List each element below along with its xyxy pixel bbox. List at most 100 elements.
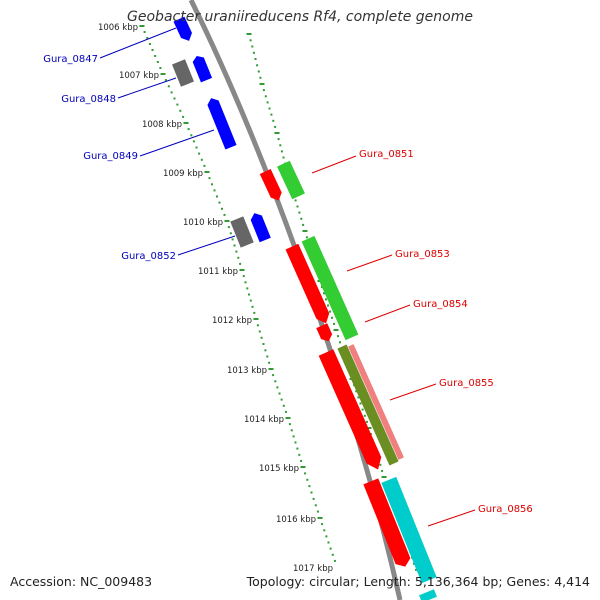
scale-tick (264, 349, 267, 352)
scale-tick (272, 374, 275, 377)
scale-tick (274, 132, 280, 134)
scale-label: 1008 kbp (142, 120, 182, 130)
scale-tick (327, 541, 330, 544)
label-gura-0854[interactable]: Gura_0854 (413, 299, 468, 310)
gene-gura-0854-small[interactable] (316, 323, 334, 343)
scale-tick (296, 205, 299, 208)
gene-gura-0850[interactable] (259, 168, 284, 203)
label-gura-0855[interactable]: Gura_0855 (439, 378, 494, 389)
scale-tick (183, 122, 189, 124)
scale-tick (213, 189, 216, 192)
genome-backbone (188, 0, 403, 600)
scale-tick (259, 76, 262, 79)
scale-tick (333, 559, 336, 562)
label-gura-0851[interactable]: Gura_0851 (359, 149, 414, 160)
scale-tick (302, 230, 308, 232)
scale-tick (333, 322, 335, 325)
scale-tick (253, 318, 259, 320)
scale-tick (198, 152, 201, 155)
gene-gura-0853-reverse[interactable] (285, 243, 333, 326)
scale-tick (333, 329, 339, 331)
label-gura-0847[interactable]: Gura_0847 (43, 54, 98, 65)
scale-tick (242, 275, 245, 278)
scale-tick (266, 355, 269, 358)
scale-tick (310, 491, 313, 494)
scale-tick (253, 311, 256, 314)
scale-tick (190, 134, 193, 137)
gene-gura-0854-feature[interactable] (337, 344, 399, 466)
scale-track-left (139, 25, 336, 562)
scale-tick (167, 85, 170, 88)
scale-tick (365, 420, 368, 423)
scale-tick (246, 33, 252, 35)
scale-tick (235, 250, 238, 253)
scale-tick (317, 517, 323, 519)
scale-tick (277, 138, 280, 141)
scale-tick (254, 58, 257, 60)
scale-tick (366, 427, 372, 429)
scale-tick (381, 476, 387, 478)
gene-gura-0855-reverse[interactable] (318, 349, 386, 472)
gene-gura-0851-feature[interactable] (277, 160, 305, 200)
scale-tick (182, 115, 185, 118)
scale-label: 1006 kbp (98, 23, 138, 33)
scale-tick (227, 226, 230, 229)
scale-tick (248, 293, 250, 296)
scale-tick (274, 380, 277, 383)
right-gene-labels: Gura_0851 Gura_0853 Gura_0854 Gura_0855 … (311, 149, 533, 527)
scale-tick (259, 83, 265, 85)
scale-tick (316, 510, 319, 513)
scale-tick (355, 390, 358, 393)
label-gura-0848[interactable]: Gura_0848 (61, 94, 116, 105)
scale-tick (323, 292, 325, 295)
label-gura-0849[interactable]: Gura_0849 (83, 151, 138, 162)
topology-text: Topology: circular; Length: 5,136,364 bp… (246, 574, 590, 589)
gene-gura-0855-feature[interactable] (348, 344, 404, 460)
gene-gura-0847-feature[interactable] (172, 59, 194, 87)
scale-tick (298, 211, 301, 214)
scale-tick (415, 568, 417, 571)
scale-tick (154, 55, 157, 57)
gene-gura-0853-feature[interactable] (301, 235, 359, 341)
gene-gura-0848-feature[interactable] (191, 54, 213, 83)
scale-tick (278, 392, 281, 395)
scale-tick (288, 423, 291, 426)
scale-tick (381, 469, 384, 472)
scale-tick (233, 244, 236, 247)
scale-tick (203, 164, 206, 167)
scale-tick (337, 335, 339, 338)
left-gene-labels: Gura_0847 Gura_0848 Gura_0849 Gura_0852 (43, 27, 236, 262)
gene-gura-0852-feature[interactable] (249, 211, 271, 243)
gene-gura-0856-reverse[interactable] (363, 478, 412, 569)
scale-tick (282, 404, 285, 407)
gene-gura-0852-feature-gray[interactable] (230, 216, 254, 248)
scale-tick (264, 95, 267, 98)
scale-tick (151, 49, 154, 51)
label-gura-0856[interactable]: Gura_0856 (478, 504, 533, 515)
scale-tick (294, 441, 297, 444)
scale-label: 1016 kbp (276, 515, 316, 525)
scale-label: 1015 kbp (259, 464, 299, 474)
scale-tick (339, 341, 341, 344)
scale-tick (251, 45, 254, 48)
gene-gura-0856-feature[interactable] (381, 476, 437, 584)
gene-gura-0846[interactable] (173, 16, 194, 44)
scale-tick (244, 281, 247, 284)
scale-tick (139, 25, 145, 27)
scale-tick (329, 547, 332, 550)
scale-tick (304, 472, 307, 475)
gene-gura-0857-partial[interactable] (419, 589, 437, 600)
scale-tick (239, 262, 242, 265)
scale-tick (218, 201, 221, 204)
scale-tick (246, 287, 249, 290)
scale-tick (257, 70, 260, 73)
label-gura-0852[interactable]: Gura_0852 (121, 251, 176, 262)
label-gura-0853[interactable]: Gura_0853 (395, 249, 450, 260)
scale-tick (187, 128, 190, 131)
scale-tick (176, 103, 179, 106)
scale-tick (249, 299, 252, 302)
scale-tick (359, 402, 362, 405)
scale-label: 1014 kbp (244, 415, 284, 425)
gene-gura-0849-feature[interactable] (206, 96, 237, 150)
